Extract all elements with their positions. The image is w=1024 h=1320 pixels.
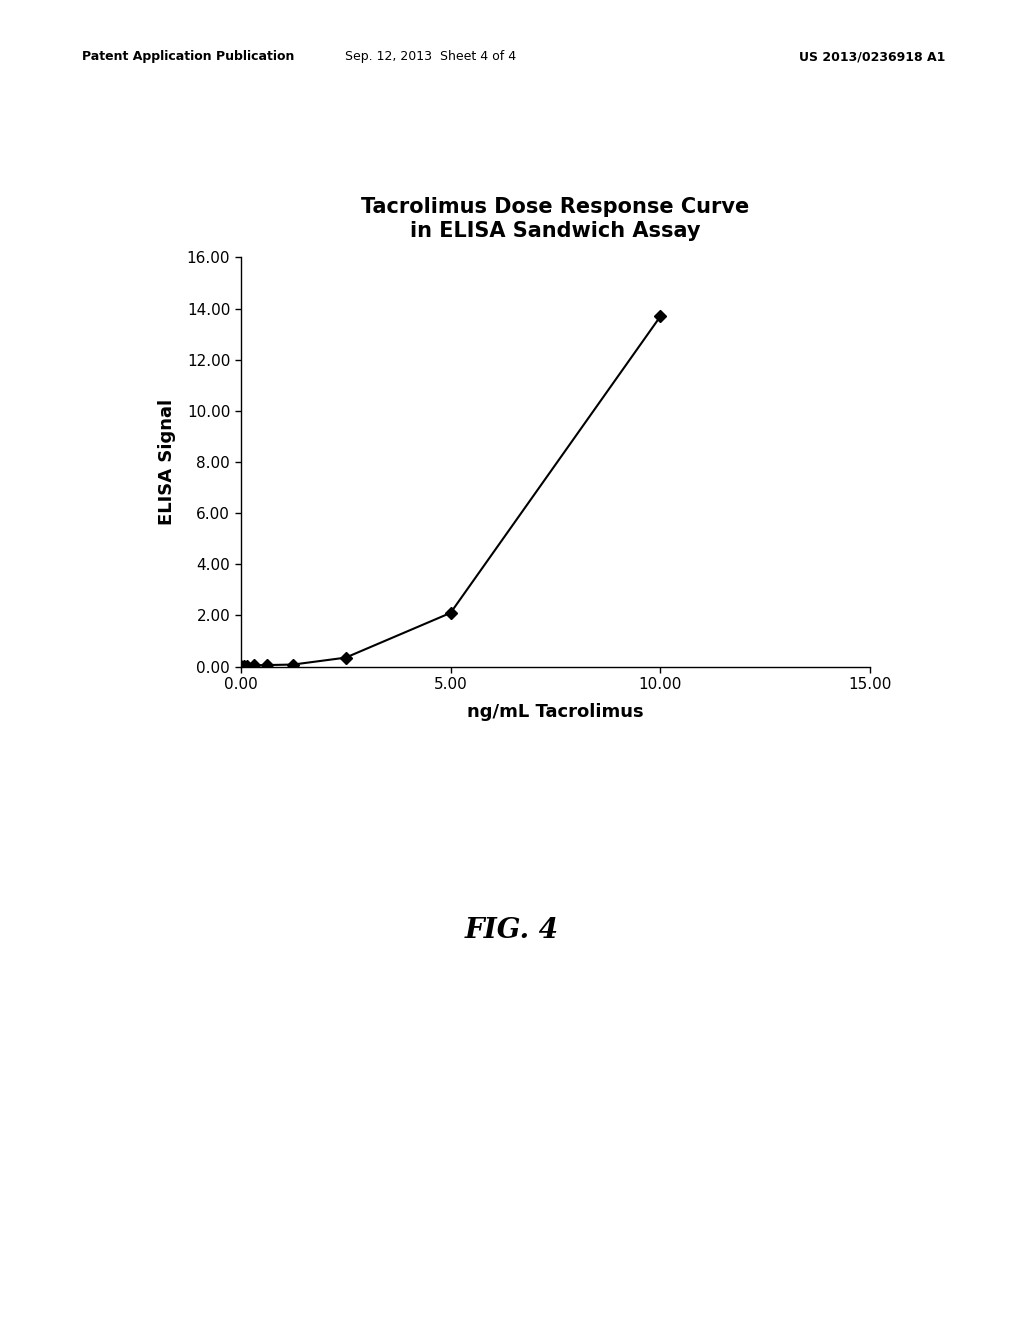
Text: US 2013/0236918 A1: US 2013/0236918 A1: [799, 50, 945, 63]
Text: Patent Application Publication: Patent Application Publication: [82, 50, 294, 63]
Text: Sep. 12, 2013  Sheet 4 of 4: Sep. 12, 2013 Sheet 4 of 4: [344, 50, 516, 63]
X-axis label: ng/mL Tacrolimus: ng/mL Tacrolimus: [467, 704, 644, 721]
Y-axis label: ELISA Signal: ELISA Signal: [158, 399, 175, 525]
Text: FIG. 4: FIG. 4: [465, 917, 559, 944]
Title: Tacrolimus Dose Response Curve
in ELISA Sandwich Assay: Tacrolimus Dose Response Curve in ELISA …: [361, 198, 750, 240]
